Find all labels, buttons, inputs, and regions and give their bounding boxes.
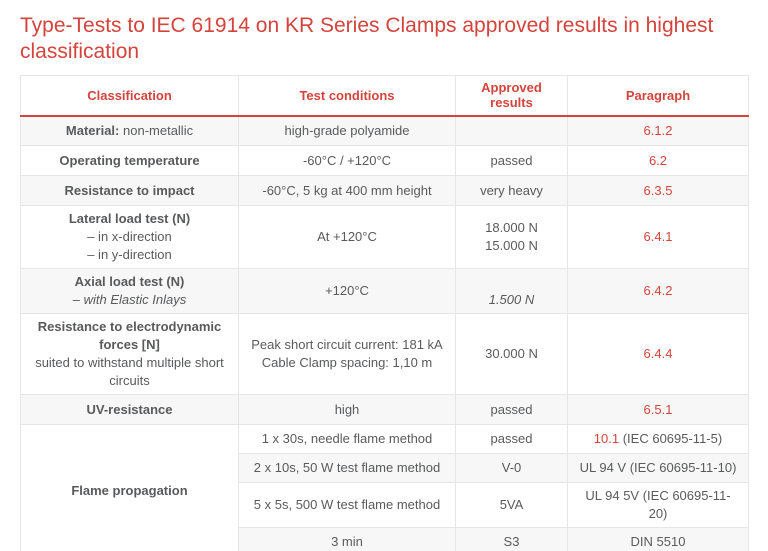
table-row-flame-propagation-1: Flame propagation 1 x 30s, needle flame …	[20, 424, 749, 551]
cell-approved-result: S3	[455, 527, 568, 551]
column-header-paragraph: Paragraph	[567, 75, 749, 117]
flame-paragraph-standard: (IEC 60695-11-5)	[619, 431, 723, 447]
cell-paragraph: DIN 5510	[567, 527, 749, 551]
table-row-resistance-to-impact: Resistance to impact -60°C, 5 kg at 400 …	[20, 175, 749, 207]
cell-test-conditions: -60°C / +120°C	[238, 145, 456, 177]
lateral-load-sub-y: – in y-direction	[87, 247, 172, 263]
cell-test-conditions: Peak short circuit current: 181 kA Cable…	[238, 313, 456, 396]
table-row-flame-propagation-4: 3 min S3 DIN 5510	[21, 527, 749, 551]
axial-load-label: Axial load test (N)	[74, 274, 185, 290]
cell-classification: Material: non-metallic	[20, 115, 239, 147]
table-row-electrodynamic-forces: Resistance to electrodynamic forces [N] …	[20, 313, 749, 396]
electrodynamic-condition-current: Peak short circuit current: 181 kA	[251, 337, 443, 353]
cell-approved-result: V-0	[455, 453, 568, 484]
cell-classification: Resistance to impact	[20, 175, 239, 207]
cell-approved-result: passed	[455, 394, 568, 426]
cell-test-conditions: -60°C, 5 kg at 400 mm height	[238, 175, 456, 207]
cell-classification: UV-resistance	[20, 394, 239, 426]
cell-classification: Axial load test (N) – with Elastic Inlay…	[20, 268, 239, 315]
electrodynamic-label: Resistance to electrodynamic forces [N]	[37, 319, 222, 353]
page-title: Type-Tests to IEC 61914 on KR Series Cla…	[20, 14, 714, 63]
table-row-flame-propagation-2: 2 x 10s, 50 W test flame method V-0 UL 9…	[21, 453, 749, 484]
table-row-lateral-load-test: Lateral load test (N) – in x-direction –…	[20, 205, 749, 270]
cell-paragraph: 6.4.2	[567, 268, 749, 315]
table-header-row: Classification Test conditions Approved …	[20, 75, 749, 117]
cell-test-conditions: 2 x 10s, 50 W test flame method	[238, 453, 456, 484]
material-label-rest: non-metallic	[123, 122, 194, 138]
cell-classification: Resistance to electrodynamic forces [N] …	[20, 313, 239, 396]
cell-classification-flame-propagation: Flame propagation	[20, 424, 239, 551]
cell-paragraph: 6.3.5	[567, 175, 749, 207]
cell-test-conditions: high	[238, 394, 456, 426]
cell-approved-result	[455, 115, 568, 147]
material-label-bold: Material:	[65, 122, 120, 138]
type-tests-table: Classification Test conditions Approved …	[20, 75, 749, 551]
cell-test-conditions: 3 min	[238, 527, 456, 551]
cell-paragraph: 6.2	[567, 145, 749, 177]
column-header-classification: Classification	[20, 75, 239, 117]
empty-line	[464, 273, 559, 291]
cell-paragraph: 6.1.2	[567, 115, 749, 147]
axial-result: 1.500 N	[488, 292, 535, 308]
cell-paragraph: 6.4.4	[567, 313, 749, 396]
cell-paragraph: UL 94 5V (IEC 60695-11-20)	[567, 482, 749, 529]
cell-classification: Lateral load test (N) – in x-direction –…	[20, 205, 239, 270]
cell-approved-result: 5VA	[455, 482, 568, 529]
axial-load-sub: – with Elastic Inlays	[72, 292, 187, 308]
flame-paragraph-number: 10.1	[593, 431, 620, 447]
cell-approved-result: very heavy	[455, 175, 568, 207]
cell-approved-result: 18.000 N 15.000 N	[455, 205, 568, 270]
lateral-load-label: Lateral load test (N)	[68, 211, 191, 227]
cell-approved-result: passed	[455, 424, 568, 455]
table-row-axial-load-test: Axial load test (N) – with Elastic Inlay…	[20, 268, 749, 315]
cell-test-conditions: 1 x 30s, needle flame method	[238, 424, 456, 455]
electrodynamic-condition-spacing: Cable Clamp spacing: 1,10 m	[261, 355, 433, 371]
cell-test-conditions: high-grade polyamide	[238, 115, 456, 147]
cell-approved-result: 1.500 N	[455, 268, 568, 315]
table-row-uv-resistance: UV-resistance high passed 6.5.1	[20, 394, 749, 426]
cell-approved-result: 30.000 N	[455, 313, 568, 396]
lateral-result-x: 18.000 N	[485, 220, 538, 236]
lateral-load-sub-x: – in x-direction	[87, 229, 172, 245]
column-header-test-conditions: Test conditions	[238, 75, 456, 117]
table-row-flame-propagation-3: 5 x 5s, 500 W test flame method 5VA UL 9…	[21, 482, 749, 529]
cell-approved-result: passed	[455, 145, 568, 177]
lateral-result-y: 15.000 N	[485, 238, 538, 254]
column-header-approved-results: Approved results	[455, 75, 568, 117]
cell-paragraph: 10.1 (IEC 60695-11-5)	[567, 424, 749, 455]
table-row-material: Material: non-metallic high-grade polyam…	[20, 115, 749, 147]
electrodynamic-sub: suited to withstand multiple short circu…	[35, 355, 224, 389]
cell-paragraph: 6.5.1	[567, 394, 749, 426]
cell-paragraph: UL 94 V (IEC 60695-11-10)	[567, 453, 749, 484]
table-row-operating-temperature: Operating temperature -60°C / +120°C pas…	[20, 145, 749, 177]
cell-classification: Operating temperature	[20, 145, 239, 177]
cell-test-conditions: +120°C	[238, 268, 456, 315]
cell-paragraph: 6.4.1	[567, 205, 749, 270]
cell-test-conditions: 5 x 5s, 500 W test flame method	[238, 482, 456, 529]
cell-test-conditions: At +120°C	[238, 205, 456, 270]
